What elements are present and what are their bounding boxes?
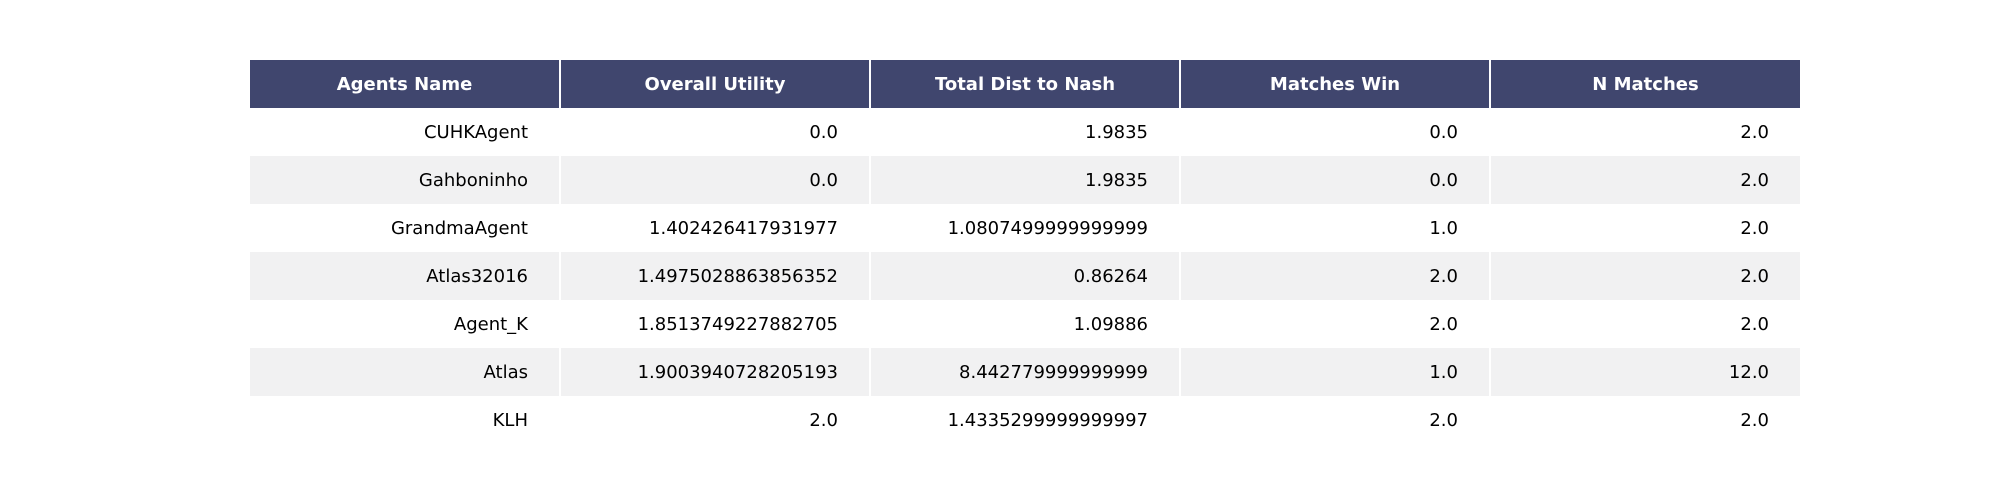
agent-name-cell: CUHKAgent: [250, 108, 561, 156]
header-n-matches: N Matches: [1490, 60, 1800, 108]
header-total-dist-to-nash: Total Dist to Nash: [870, 60, 1181, 108]
total-dist-to-nash-cell: 1.9835: [870, 108, 1181, 156]
table-row: CUHKAgent 0.0 1.9835 0.0 2.0: [250, 108, 1800, 156]
matches-win-cell: 1.0: [1180, 204, 1491, 252]
total-dist-to-nash-cell: 0.86264: [870, 252, 1181, 300]
n-matches-cell: 12.0: [1490, 348, 1800, 396]
matches-win-cell: 0.0: [1180, 108, 1491, 156]
table-row: KLH 2.0 1.4335299999999997 2.0 2.0: [250, 396, 1800, 444]
agent-name-cell: Atlas32016: [250, 252, 561, 300]
table-header-row: Agents Name Overall Utility Total Dist t…: [250, 60, 1800, 108]
total-dist-to-nash-cell: 1.0807499999999999: [870, 204, 1181, 252]
n-matches-cell: 2.0: [1490, 156, 1800, 204]
agent-name-cell: Agent_K: [250, 300, 561, 348]
overall-utility-cell: 1.9003940728205193: [560, 348, 871, 396]
n-matches-cell: 2.0: [1490, 204, 1800, 252]
total-dist-to-nash-cell: 8.442779999999999: [870, 348, 1181, 396]
results-table-container: Agents Name Overall Utility Total Dist t…: [250, 60, 1800, 444]
total-dist-to-nash-cell: 1.9835: [870, 156, 1181, 204]
table-body: CUHKAgent 0.0 1.9835 0.0 2.0 Gahboninho 0.0 1.9…: [250, 108, 1800, 444]
header-agents-name: Agents Name: [250, 60, 561, 108]
n-matches-cell: 2.0: [1490, 396, 1800, 444]
table-row: GrandmaAgent 1.402426417931977 1.080749999…: [250, 204, 1800, 252]
n-matches-cell: 2.0: [1490, 300, 1800, 348]
agent-name-cell: GrandmaAgent: [250, 204, 561, 252]
matches-win-cell: 0.0: [1180, 156, 1491, 204]
matches-win-cell: 2.0: [1180, 396, 1491, 444]
matches-win-cell: 2.0: [1180, 300, 1491, 348]
table-row: Atlas32016 1.4975028863856352 0.86264 2.0 2.…: [250, 252, 1800, 300]
overall-utility-cell: 1.402426417931977: [560, 204, 871, 252]
total-dist-to-nash-cell: 1.4335299999999997: [870, 396, 1181, 444]
table-row: Agent_K 1.8513749227882705 1.09886 2.0 2.0: [250, 300, 1800, 348]
n-matches-cell: 2.0: [1490, 108, 1800, 156]
agent-name-cell: KLH: [250, 396, 561, 444]
overall-utility-cell: 1.4975028863856352: [560, 252, 871, 300]
header-matches-win: Matches Win: [1180, 60, 1491, 108]
overall-utility-cell: 0.0: [560, 156, 871, 204]
overall-utility-cell: 0.0: [560, 108, 871, 156]
table-row: Atlas 1.9003940728205193 8.442779999999999…: [250, 348, 1800, 396]
agent-name-cell: Atlas: [250, 348, 561, 396]
n-matches-cell: 2.0: [1490, 252, 1800, 300]
overall-utility-cell: 1.8513749227882705: [560, 300, 871, 348]
overall-utility-cell: 2.0: [560, 396, 871, 444]
header-overall-utility: Overall Utility: [560, 60, 871, 108]
total-dist-to-nash-cell: 1.09886: [870, 300, 1181, 348]
results-table: Agents Name Overall Utility Total Dist t…: [250, 60, 1800, 444]
matches-win-cell: 2.0: [1180, 252, 1491, 300]
table-row: Gahboninho 0.0 1.9835 0.0 2.0: [250, 156, 1800, 204]
agent-name-cell: Gahboninho: [250, 156, 561, 204]
matches-win-cell: 1.0: [1180, 348, 1491, 396]
